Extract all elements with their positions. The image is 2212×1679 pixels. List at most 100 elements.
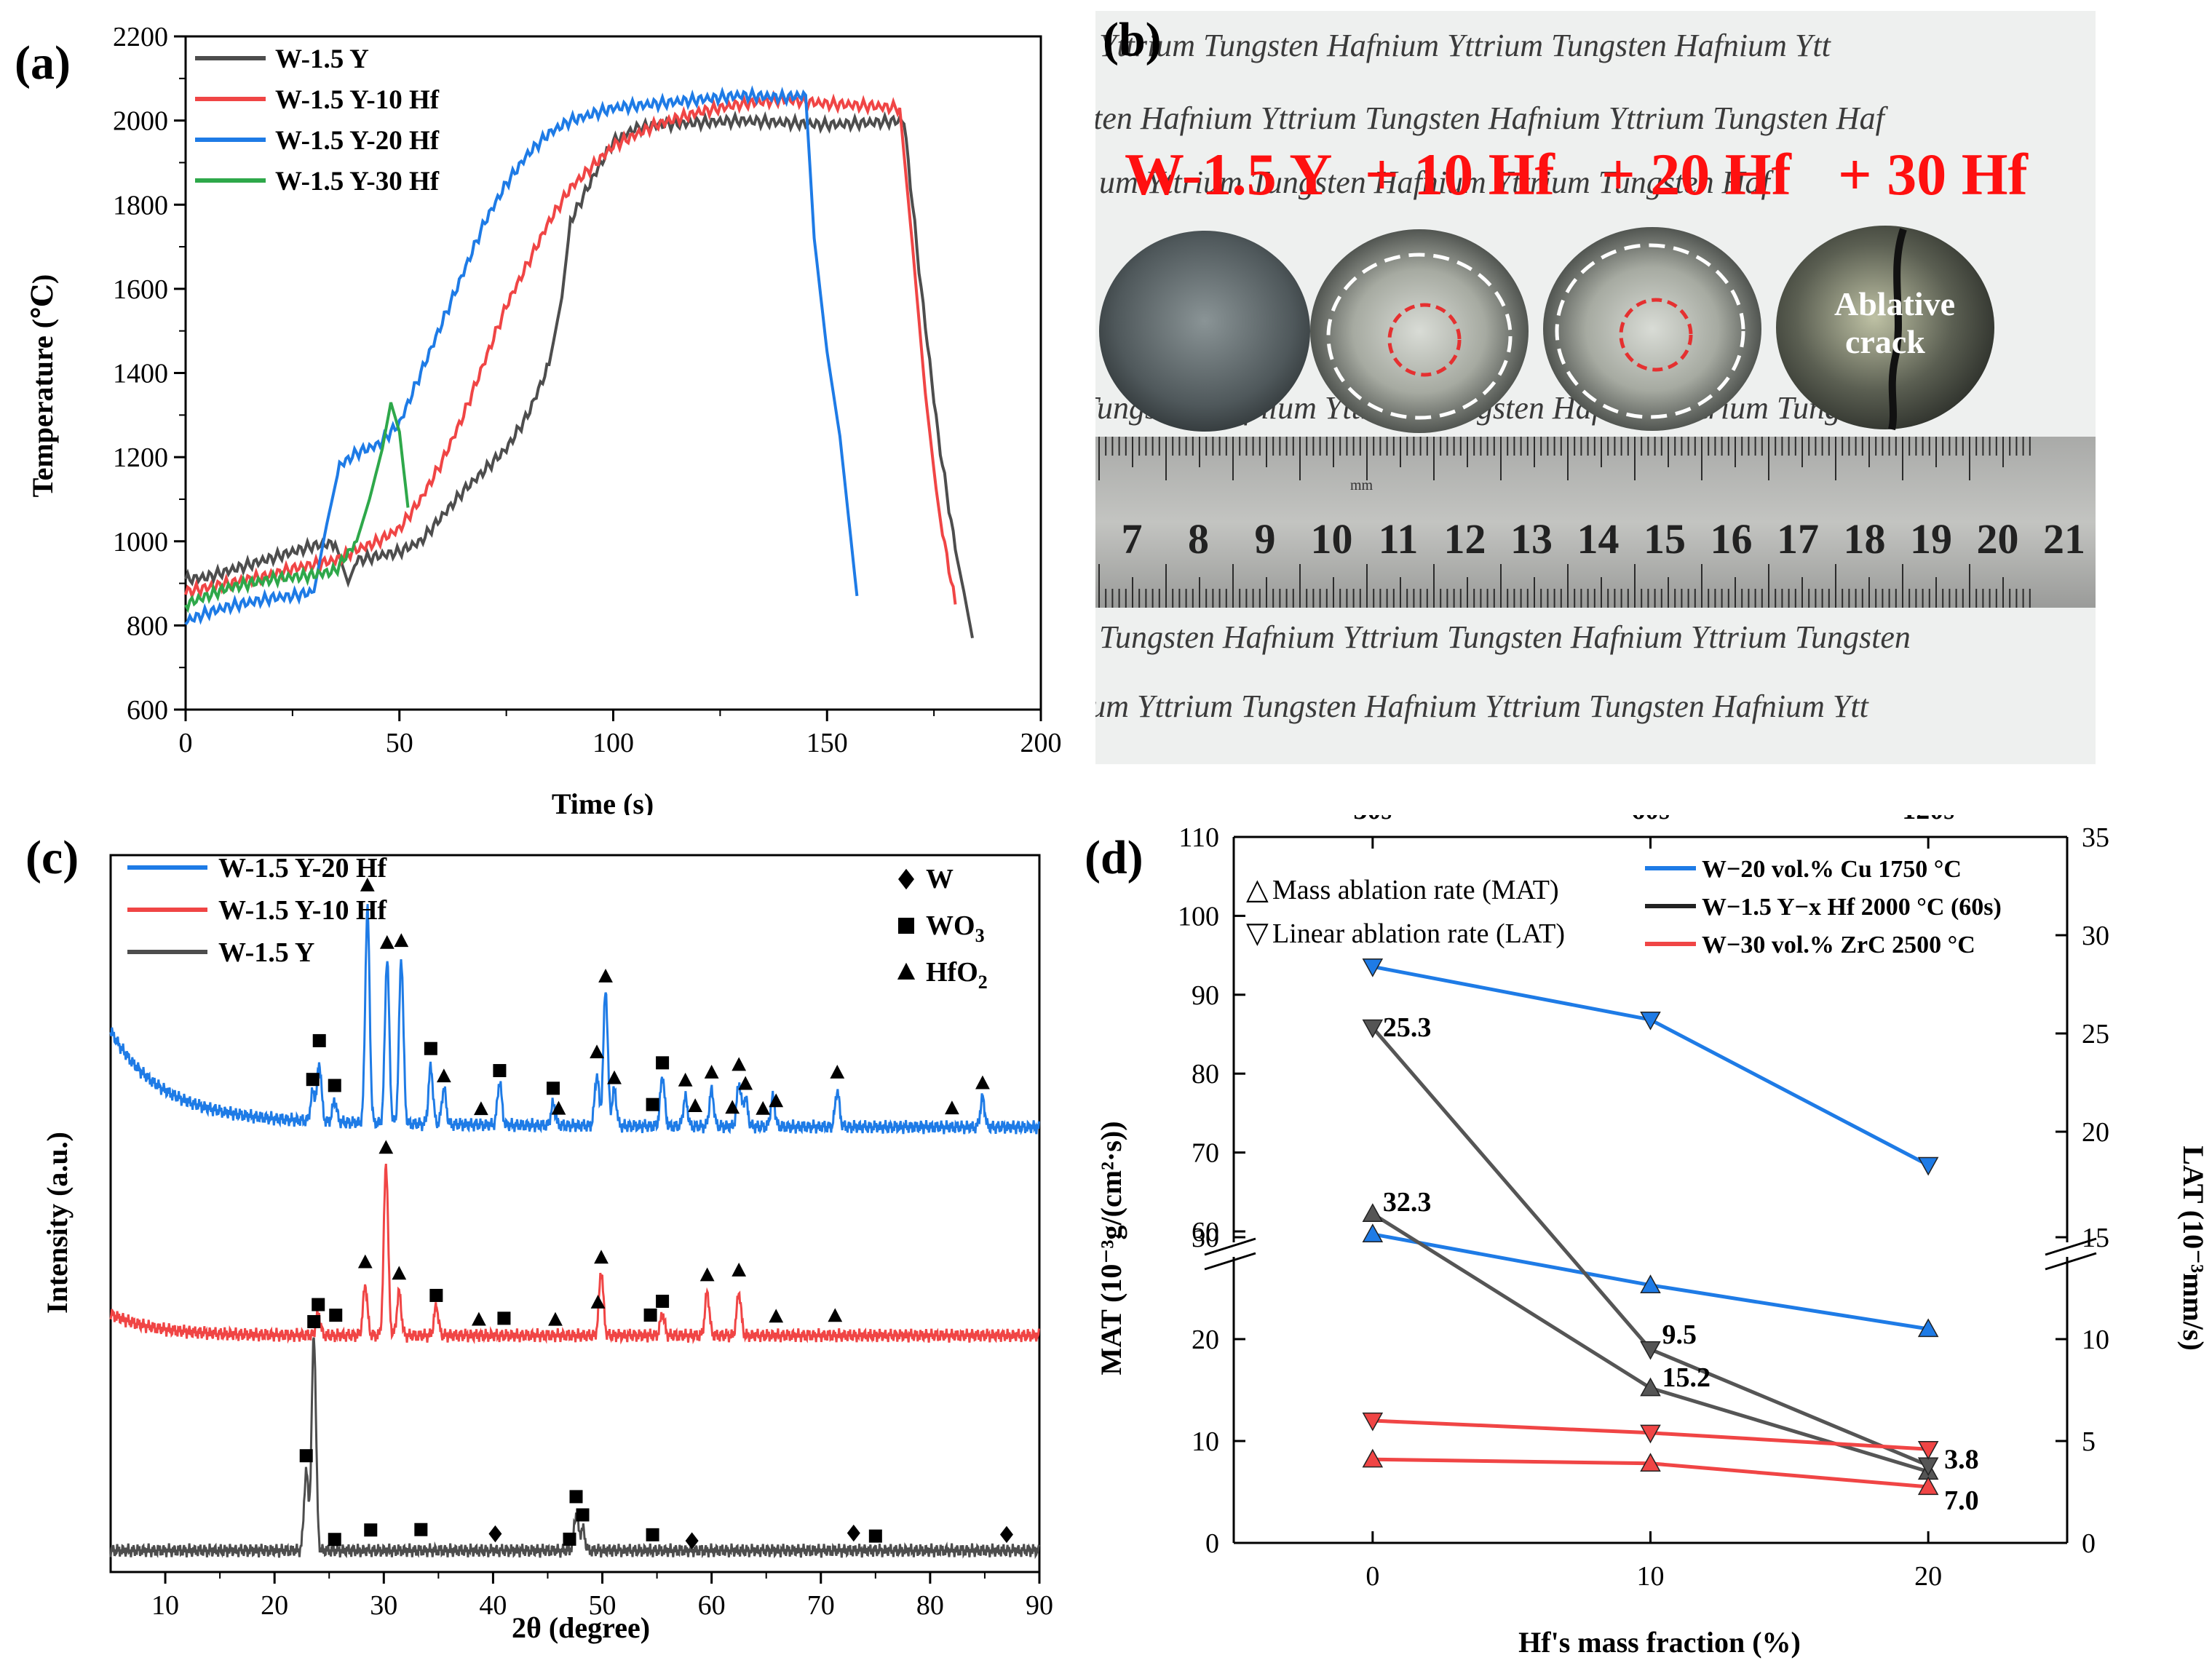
xrd-chart-svg: (c) 10 20 30 40 50 60 70 80 90 W-1.5 Y-20 Hf W-1.… bbox=[25, 831, 1053, 1644]
value-annotation: 32.3 bbox=[1383, 1187, 1432, 1218]
value-annotation: 7.0 bbox=[1944, 1485, 1979, 1516]
left-tick-label: 10 bbox=[1192, 1426, 1219, 1457]
phase-marker-triangle bbox=[357, 1254, 373, 1269]
value-annotation: 25.3 bbox=[1383, 1012, 1432, 1043]
x-axis-label: Hf's mass fraction (%) bbox=[1518, 1626, 1801, 1659]
phase-marker-triangle bbox=[548, 1311, 563, 1326]
ruler-number: 12 bbox=[1444, 515, 1486, 563]
ruler-number: 21 bbox=[2043, 515, 2085, 563]
ablation-point bbox=[1362, 1412, 1384, 1432]
phase-marker-triangle bbox=[394, 933, 409, 948]
phase-marker-square bbox=[576, 1508, 590, 1522]
axis-break-mark bbox=[2045, 1252, 2097, 1271]
phase-marker-triangle bbox=[769, 1309, 784, 1323]
ablation-chart-svg: (d) 030s1060s20120s010203060708090100110… bbox=[1085, 795, 2210, 1659]
phase-marker-square bbox=[328, 1079, 341, 1092]
x-tick-label: 0 bbox=[179, 728, 193, 758]
sample-disk-10hf bbox=[1310, 229, 1529, 433]
value-annotation: 9.5 bbox=[1662, 1319, 1697, 1350]
phase-marker-square bbox=[299, 1449, 313, 1463]
x-tick-label: 90 bbox=[1026, 1590, 1053, 1621]
phase-marker-square bbox=[868, 1529, 882, 1543]
right-tick-label: 20 bbox=[2082, 1117, 2109, 1148]
phase-marker-square bbox=[643, 1308, 657, 1322]
ablation-point bbox=[1917, 1318, 1939, 1338]
right-tick-label: 25 bbox=[2082, 1019, 2109, 1049]
x-tick-label: 20 bbox=[1914, 1561, 1942, 1592]
ablation-center-outline-20hf bbox=[1619, 298, 1693, 372]
panel-a-temperature-chart: (a) 0 50 100 150 200 600 800 1000 1200 1400 1600 18… bbox=[0, 0, 1077, 820]
ablation-line-Cu-LAT bbox=[1372, 964, 1930, 1167]
phase-marker-square bbox=[569, 1490, 583, 1504]
phase-marker-triangle bbox=[699, 1267, 715, 1282]
panel-c-xrd-chart: (c) 10 20 30 40 50 60 70 80 90 W-1.5 Y-20 Hf W-1.… bbox=[0, 815, 1092, 1675]
x-tick-label: 150 bbox=[806, 728, 848, 758]
ruler-number: 14 bbox=[1577, 515, 1620, 563]
x-tick-label: 20 bbox=[261, 1590, 288, 1621]
phase-marker-triangle bbox=[436, 1068, 451, 1083]
xrd-pattern-0 bbox=[109, 904, 1040, 1135]
y-tick-label: 2200 bbox=[113, 22, 168, 52]
ruler-number: 10 bbox=[1311, 515, 1353, 563]
ablation-point bbox=[1640, 1341, 1661, 1360]
phase-marker-triangle bbox=[378, 1140, 394, 1154]
temperature-chart-svg: (a) 0 50 100 150 200 600 800 1000 1200 1400 1600 18… bbox=[15, 22, 1062, 820]
ruler-number: 13 bbox=[1510, 515, 1553, 563]
y-tick-label: 1800 bbox=[113, 190, 168, 221]
phase-marker-triangle bbox=[830, 1065, 845, 1079]
legend-line-label: W−1.5 Y−x Hf 2000 °C (60s) bbox=[1702, 894, 2002, 921]
ruler-number: 15 bbox=[1644, 515, 1686, 563]
legend-phase-subscript: 2 bbox=[978, 972, 988, 993]
left-tick-label: 0 bbox=[1205, 1528, 1219, 1559]
phase-marker-diamond bbox=[999, 1525, 1013, 1544]
sample-label-2: + 10 Hf bbox=[1365, 141, 1556, 207]
sample-label-4: + 30 Hf bbox=[1838, 141, 2029, 207]
x-tick-label: 0 bbox=[1365, 1561, 1379, 1592]
x-tick-label: 200 bbox=[1020, 728, 1062, 758]
phase-marker-square bbox=[429, 1288, 443, 1302]
legend-phase-subscript: 3 bbox=[975, 925, 985, 946]
legend-phase-2: HfO2 bbox=[926, 957, 988, 993]
phase-marker-square bbox=[646, 1097, 659, 1111]
phase-marker-triangle bbox=[392, 1266, 407, 1280]
ablation-center-outline-10hf bbox=[1387, 303, 1462, 377]
phase-marker-triangle bbox=[945, 1100, 959, 1115]
legend-label-3: W-1.5 Y-30 Hf bbox=[275, 167, 440, 197]
background-text-row: um Yttrium Tungsten Hafnium Yttrium Tung… bbox=[1099, 164, 1774, 200]
ablation-point bbox=[1362, 1019, 1384, 1039]
x-tick-label: 50 bbox=[386, 728, 413, 758]
x-tick-label: 30 bbox=[370, 1590, 397, 1621]
legend-label-1: W-1.5 Y-10 Hf bbox=[275, 85, 440, 115]
series-line-2 bbox=[184, 85, 859, 626]
left-tick-label: 20 bbox=[1192, 1325, 1219, 1355]
y-axis-label: Temperature (℃) bbox=[26, 274, 59, 498]
legend-marker-square bbox=[898, 918, 914, 934]
sample-label-3: + 20 Hf bbox=[1601, 141, 1793, 207]
series-line-1 bbox=[184, 90, 957, 605]
legend-line-label: W−30 vol.% ZrC 2500 °C bbox=[1702, 932, 1975, 958]
phase-marker-triangle bbox=[471, 1311, 486, 1326]
phase-marker-triangle bbox=[828, 1308, 843, 1322]
legend-phase-1: WO3 bbox=[926, 910, 985, 946]
axis-break-mark bbox=[2045, 1237, 2097, 1256]
background-text-row: sten Hafnium Yttrium Tungsten Hafnium Yt… bbox=[1095, 100, 1889, 136]
ablative-crack bbox=[1888, 228, 1907, 431]
top-tick-label: 60s bbox=[1631, 815, 1670, 825]
phase-marker-triangle bbox=[360, 877, 375, 892]
phase-marker-triangle bbox=[732, 1262, 747, 1277]
left-tick-label: 80 bbox=[1192, 1059, 1219, 1089]
legend-symbol: ▽ bbox=[1246, 916, 1269, 949]
legend-label-1: W-1.5 Y-10 Hf bbox=[218, 895, 388, 926]
legend-symbol: △ bbox=[1246, 873, 1269, 905]
phase-marker-square bbox=[656, 1294, 670, 1308]
panel-label-c: (c) bbox=[25, 831, 79, 884]
ruler-number: 8 bbox=[1188, 515, 1209, 563]
legend-label-0: W-1.5 Y-20 Hf bbox=[218, 853, 388, 884]
phase-marker-square bbox=[414, 1523, 428, 1536]
sample-disk-w15y bbox=[1099, 231, 1310, 432]
phase-marker-triangle bbox=[590, 1044, 604, 1059]
phase-marker-triangle bbox=[598, 968, 613, 983]
y-axis-label: Intensity (a.u.) bbox=[41, 1132, 74, 1314]
phase-marker-triangle bbox=[732, 1057, 747, 1071]
x-tick-label: 40 bbox=[479, 1590, 507, 1621]
